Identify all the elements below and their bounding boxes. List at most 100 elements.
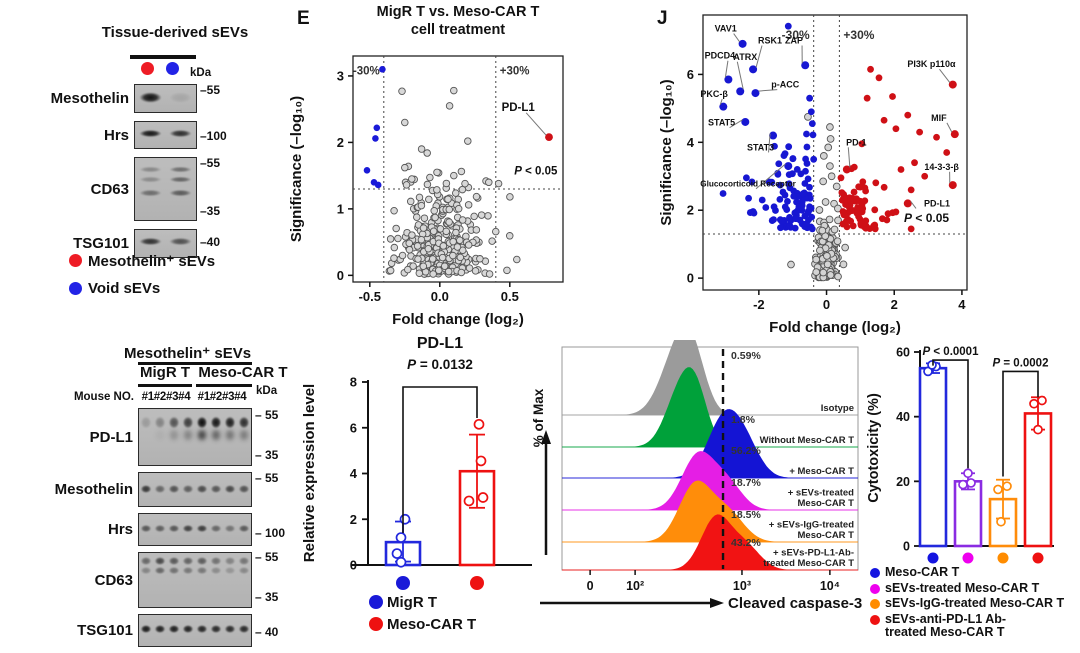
gel-strip: – 55– 35 xyxy=(138,552,252,608)
data-point xyxy=(458,269,465,276)
data-point xyxy=(465,138,472,145)
legend-dot-icon xyxy=(870,584,880,594)
data-point xyxy=(421,215,428,222)
gel-strip: – 40 xyxy=(138,614,252,647)
protein-band xyxy=(168,427,179,443)
data-point xyxy=(424,150,431,157)
p-value-label: P < 0.05 xyxy=(904,211,949,225)
data-point xyxy=(800,190,807,197)
migr-underline xyxy=(138,384,192,387)
data-point xyxy=(785,143,792,150)
point-label-Glucocorticoid Receptor: Glucocorticoid Receptor xyxy=(700,180,796,189)
protein-band xyxy=(140,556,151,566)
legend-label: Mesothelin⁺ sEVs xyxy=(88,253,215,270)
protein-band xyxy=(154,556,165,566)
protein-band xyxy=(168,166,193,173)
y-axis-label: Relative expression level xyxy=(301,384,318,562)
row-label: + sEVs-treated xyxy=(788,488,854,499)
data-point xyxy=(465,496,474,505)
data-point xyxy=(404,266,411,273)
gel-strip: –55–35 xyxy=(134,157,197,221)
y-axis-label: Significance (–log₁₀) xyxy=(658,79,675,225)
data-point xyxy=(430,271,437,278)
panel-letter: E xyxy=(297,8,310,29)
point-label-PD-L1: PD-L1 xyxy=(502,102,536,114)
gel-strip: – 55 xyxy=(138,472,252,507)
data-point xyxy=(908,186,915,193)
protein-band xyxy=(210,484,221,494)
row-label: + sEVs-PD-L1-Ab- xyxy=(773,548,854,559)
x-tick-label: 0.0 xyxy=(431,289,449,304)
data-point xyxy=(881,184,888,191)
data-point xyxy=(391,244,398,251)
data-point xyxy=(429,256,436,263)
protein-band xyxy=(168,524,179,533)
data-point xyxy=(451,172,458,179)
protein-label: PD-L1 xyxy=(10,429,138,446)
data-point xyxy=(425,245,432,252)
data-point xyxy=(477,456,486,465)
data-point xyxy=(465,242,472,249)
protein-band xyxy=(196,566,207,575)
data-point xyxy=(446,219,453,226)
legend-item: sEVs-IgG-treated Meso-CAR T xyxy=(870,597,1080,611)
legend-mesothelin-sevs: Mesothelin⁺ sEVs xyxy=(88,252,215,270)
data-point xyxy=(967,479,975,487)
data-point xyxy=(851,189,858,196)
data-point xyxy=(841,211,848,218)
data-point xyxy=(806,95,813,102)
data-point xyxy=(462,180,469,187)
data-point xyxy=(401,515,410,524)
data-point xyxy=(420,225,427,232)
data-point xyxy=(848,207,855,214)
data-point xyxy=(375,182,382,189)
protein-band xyxy=(182,566,193,575)
y-tick-label: 2 xyxy=(350,512,357,527)
protein-band xyxy=(138,91,163,104)
bar xyxy=(955,481,981,546)
chart-title: cell treatment xyxy=(411,22,505,38)
row-label: + Meso-CAR T xyxy=(789,466,854,477)
protein-band xyxy=(140,484,151,494)
data-point xyxy=(399,88,406,95)
data-point xyxy=(473,193,480,200)
data-point xyxy=(827,136,834,143)
labeled-point-Glucocorticoid Receptor xyxy=(784,162,792,170)
protein-band xyxy=(238,556,249,566)
data-point xyxy=(862,217,869,224)
p-value-label: P < 0.0001 xyxy=(923,346,980,358)
data-point xyxy=(997,518,1005,526)
protein-label: TSG101 xyxy=(10,235,134,252)
category-dot xyxy=(1033,553,1044,564)
data-point xyxy=(794,208,801,215)
x-tick-label: 10³ xyxy=(733,579,751,593)
data-point xyxy=(420,263,427,270)
gel-strip: – 100 xyxy=(138,513,252,546)
kda-marker: – 40 xyxy=(255,625,278,639)
protein-band xyxy=(140,524,151,533)
protein-band xyxy=(168,484,179,494)
data-point xyxy=(495,180,502,187)
kda-marker: –55 xyxy=(200,156,220,170)
x-tick-label: 10⁴ xyxy=(820,579,840,593)
protein-band xyxy=(168,237,193,246)
data-point xyxy=(813,269,820,276)
data-point xyxy=(819,227,826,234)
protein-band xyxy=(196,427,207,443)
data-point xyxy=(506,232,513,239)
data-point xyxy=(472,268,479,275)
data-point xyxy=(839,196,846,203)
data-point xyxy=(810,131,817,138)
percent-label: 0.59% xyxy=(731,350,761,362)
data-point xyxy=(827,163,834,170)
data-point xyxy=(446,206,453,213)
data-point xyxy=(820,269,827,276)
data-point xyxy=(893,209,900,216)
protein-band xyxy=(154,524,165,533)
kda-marker: – 55 xyxy=(255,408,278,422)
percent-label: 56.2% xyxy=(731,445,761,457)
data-point xyxy=(416,194,423,201)
point-label-ZAP: ZAP xyxy=(785,35,803,45)
protein-band xyxy=(210,556,221,566)
